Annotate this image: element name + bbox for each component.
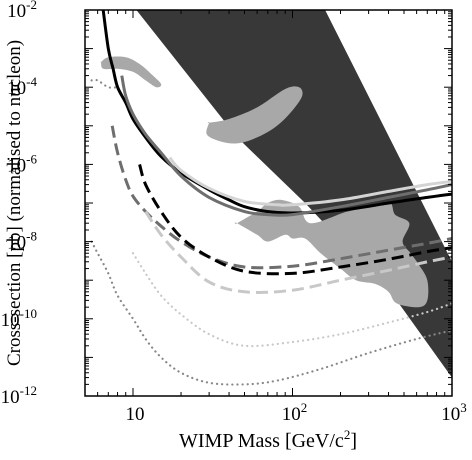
y-tick-label-base: 10 (1, 387, 20, 408)
series-line-5 (144, 210, 452, 294)
series-line-4 (138, 163, 452, 276)
y-tick-label-base: 10 (7, 78, 26, 99)
y-tick-label-base: 10 (7, 155, 26, 176)
y-tick-label: 10-8 (7, 229, 37, 254)
y-tick-label: 10-12 (1, 383, 37, 408)
region-0 (136, 10, 452, 378)
x-tick-label: 102 (282, 400, 308, 425)
series-line-2 (168, 156, 452, 207)
y-tick-label-exp: -10 (20, 306, 37, 321)
x-tick-label-exp: 3 (460, 400, 467, 415)
y-tick-label: 10-2 (7, 0, 37, 22)
x-tick-label-base: 10 (282, 404, 301, 425)
y-tick-label-exp: -2 (26, 0, 37, 12)
y-tick-label: 10-10 (1, 306, 37, 331)
x-tick-label: 103 (441, 400, 467, 425)
y-tick-label-exp: -6 (26, 151, 37, 166)
y-tick-label-exp: -8 (26, 229, 37, 244)
x-tick-label-exp: 2 (301, 400, 308, 415)
y-tick-label: 10-6 (7, 151, 37, 176)
x-axis-label: WIMP Mass [GeV/c2] (179, 427, 357, 452)
y-tick-label: 10-4 (7, 74, 37, 99)
x-axis-label-end: ] (350, 430, 357, 452)
y-tick-label-base: 10 (7, 1, 26, 22)
exclusion-curves (90, 10, 452, 386)
y-tick-label-exp: -4 (26, 74, 37, 89)
series-line-1 (120, 75, 452, 217)
y-axis-label: Cross-section [pb] (normalised to nucleo… (4, 40, 25, 366)
region-2 (206, 86, 303, 144)
y-tick-label-base: 10 (7, 233, 26, 254)
region-3 (234, 199, 429, 308)
region-1 (100, 56, 162, 88)
x-axis-label-sup: 2 (344, 427, 351, 442)
x-axis-label-main: WIMP Mass [GeV/c (179, 430, 344, 452)
x-tick-label-base: 10 (441, 404, 460, 425)
x-tick-label: 10 (126, 404, 145, 425)
y-tick-label-exp: -12 (20, 383, 37, 398)
series-line-3 (110, 125, 452, 270)
y-tick-label-base: 10 (1, 310, 20, 331)
x-tick-label-base: 10 (126, 404, 145, 425)
series-line-6 (90, 78, 119, 89)
signal-regions (100, 10, 452, 378)
